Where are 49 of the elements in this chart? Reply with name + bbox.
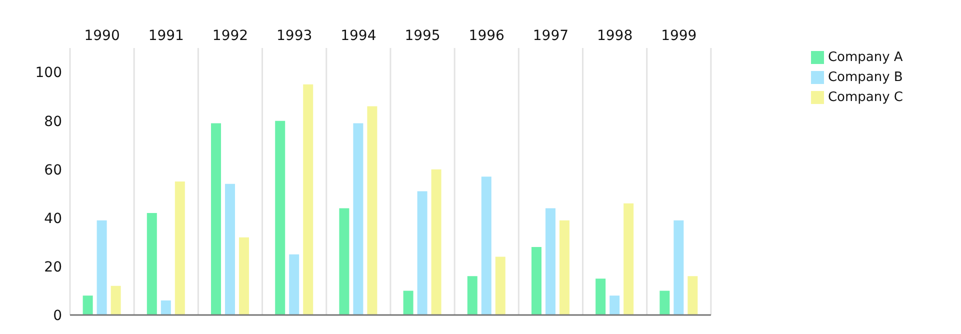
x-tick-label: 1991	[148, 28, 184, 44]
x-tick-label: 1999	[661, 28, 697, 44]
bar	[367, 106, 378, 315]
bar	[545, 208, 556, 315]
y-tick-label: 0	[53, 308, 62, 324]
x-tick-label: 1998	[596, 28, 633, 44]
bar	[275, 120, 286, 315]
x-tick-label: 1995	[404, 28, 440, 44]
legend-label: Company B	[828, 70, 903, 85]
bar	[303, 84, 314, 315]
y-tick-label: 80	[44, 114, 62, 130]
bar	[624, 203, 634, 315]
y-tick-label: 60	[44, 162, 62, 178]
bar	[531, 247, 542, 315]
bar	[559, 220, 570, 315]
bar	[225, 184, 236, 315]
bar	[596, 278, 606, 315]
bar	[82, 296, 93, 315]
x-tick-label: 1997	[532, 28, 569, 44]
bar	[239, 237, 250, 315]
bar	[467, 276, 478, 315]
bar	[610, 296, 620, 315]
x-tick-label: 1996	[468, 28, 505, 44]
bar	[174, 182, 185, 315]
bar	[211, 123, 222, 315]
bar	[431, 169, 442, 315]
bar	[160, 300, 171, 315]
y-tick-label: 20	[44, 259, 62, 276]
x-tick-label: 1994	[340, 28, 376, 44]
x-tick-label: 1992	[212, 28, 248, 44]
bar	[495, 256, 506, 315]
bar	[110, 286, 121, 315]
bar	[417, 191, 428, 315]
bar	[353, 123, 364, 315]
y-tick-label: 100	[35, 65, 62, 82]
bar	[146, 213, 157, 315]
bar	[660, 290, 670, 315]
bar	[339, 208, 350, 315]
bar	[289, 254, 300, 315]
y-tick-label: 40	[44, 210, 62, 227]
bar	[403, 290, 414, 315]
bar	[96, 220, 107, 315]
bar	[481, 176, 492, 315]
x-tick-label: 1990	[84, 28, 120, 44]
legend-label: Company C	[828, 90, 903, 105]
x-tick-label: 1993	[276, 28, 312, 44]
bar	[674, 220, 684, 315]
legend-label: Company A	[828, 50, 903, 65]
bar	[688, 276, 698, 315]
